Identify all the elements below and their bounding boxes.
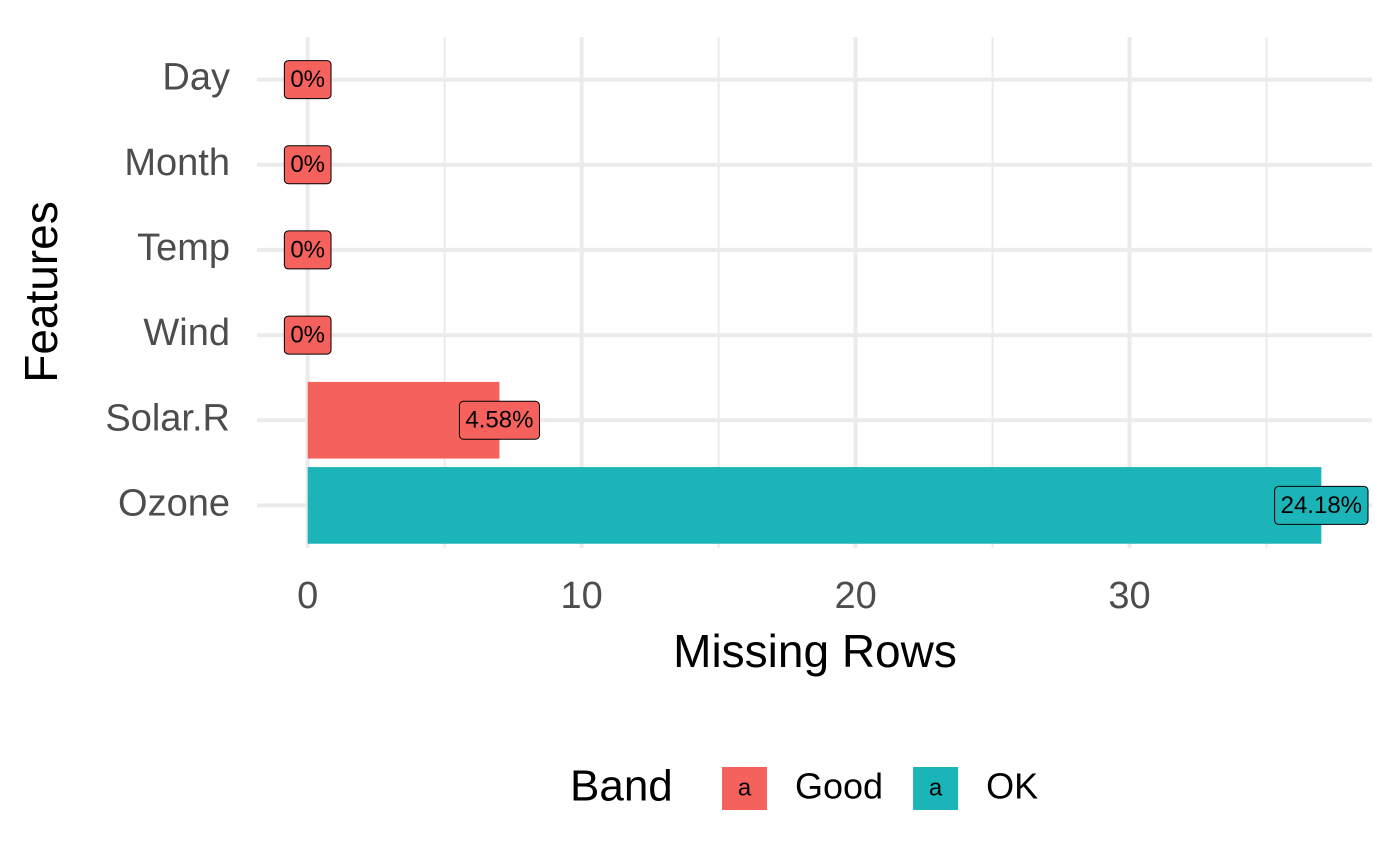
x-tick-label: 0 bbox=[297, 575, 318, 617]
legend-title: Band bbox=[570, 762, 673, 811]
x-tick-label: 30 bbox=[1108, 575, 1150, 617]
value-label-box bbox=[283, 145, 332, 185]
value-label: 0% bbox=[283, 145, 332, 185]
x-tick-label: 20 bbox=[834, 575, 876, 617]
value-label: 0% bbox=[283, 230, 332, 270]
value-label: 24.18% bbox=[1274, 485, 1369, 525]
value-label-text: 0% bbox=[290, 321, 325, 348]
legend-label: Good bbox=[795, 766, 883, 807]
x-axis-title: Missing Rows bbox=[673, 625, 957, 677]
y-axis-title: Features bbox=[15, 201, 67, 383]
legend-key bbox=[722, 767, 767, 810]
value-label-box bbox=[283, 230, 332, 270]
y-tick-label: Solar.R bbox=[105, 397, 230, 439]
legend-label: OK bbox=[986, 766, 1038, 807]
legend-key bbox=[913, 767, 959, 810]
y-tick-label: Day bbox=[162, 57, 230, 99]
y-tick-label: Wind bbox=[143, 312, 230, 354]
y-tick-label: Temp bbox=[137, 227, 230, 269]
value-label-text: 0% bbox=[290, 66, 325, 93]
legend-key-glyph: a bbox=[738, 774, 752, 801]
value-label-text: 4.58% bbox=[465, 407, 533, 434]
bar bbox=[307, 467, 1322, 544]
legend-key-glyph: a bbox=[929, 774, 943, 801]
value-label-box bbox=[458, 400, 540, 440]
value-label-text: 0% bbox=[290, 151, 325, 178]
y-tick-label: Ozone bbox=[118, 482, 230, 524]
value-label: 4.58% bbox=[458, 400, 540, 440]
value-label-box bbox=[283, 60, 332, 100]
value-label-box bbox=[1274, 485, 1369, 525]
value-label-box bbox=[283, 315, 332, 355]
x-tick-label: 10 bbox=[560, 575, 602, 617]
value-label: 0% bbox=[283, 60, 332, 100]
y-tick-label: Month bbox=[124, 142, 230, 184]
value-label-text: 24.18% bbox=[1281, 492, 1362, 519]
value-label: 0% bbox=[283, 315, 332, 355]
value-label-text: 0% bbox=[290, 236, 325, 263]
